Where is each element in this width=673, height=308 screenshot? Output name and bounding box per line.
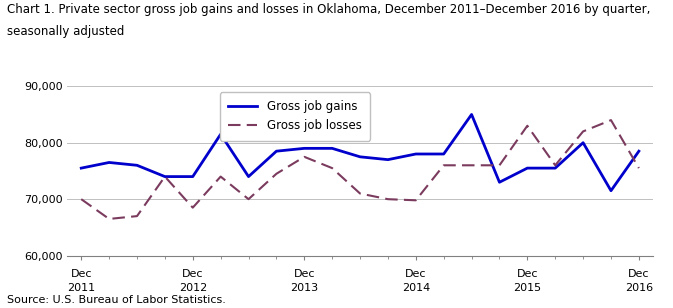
Gross job losses	[188, 206, 197, 209]
Gross job gains	[133, 164, 141, 167]
Gross job losses	[524, 124, 532, 128]
Gross job losses	[77, 197, 85, 201]
Text: 2012: 2012	[178, 283, 207, 293]
Text: Dec: Dec	[71, 269, 92, 279]
Line: Gross job gains: Gross job gains	[81, 115, 639, 191]
Gross job gains	[384, 158, 392, 161]
Gross job gains	[635, 149, 643, 153]
Gross job gains	[105, 160, 113, 164]
Gross job losses	[328, 166, 336, 170]
Text: 2011: 2011	[67, 283, 96, 293]
Text: Chart 1. Private sector gross job gains and losses in Oklahoma, December 2011–De: Chart 1. Private sector gross job gains …	[7, 3, 650, 16]
Text: 2015: 2015	[513, 283, 541, 293]
Gross job losses	[579, 130, 587, 133]
Gross job gains	[273, 149, 281, 153]
Gross job gains	[356, 155, 364, 159]
Gross job gains	[217, 132, 225, 136]
Gross job gains	[412, 152, 420, 156]
Gross job losses	[495, 164, 503, 167]
Gross job gains	[607, 189, 615, 192]
Gross job gains	[495, 180, 503, 184]
Text: 2014: 2014	[402, 283, 430, 293]
Gross job gains	[161, 175, 169, 178]
Gross job losses	[607, 118, 615, 122]
Text: Dec: Dec	[293, 269, 315, 279]
Text: Dec: Dec	[628, 269, 649, 279]
Gross job losses	[105, 217, 113, 221]
Gross job losses	[273, 172, 281, 176]
Gross job losses	[412, 198, 420, 202]
Legend: Gross job gains, Gross job losses: Gross job gains, Gross job losses	[219, 92, 370, 140]
Gross job losses	[635, 166, 643, 170]
Gross job losses	[133, 214, 141, 218]
Text: Dec: Dec	[405, 269, 427, 279]
Gross job gains	[439, 152, 448, 156]
Gross job gains	[244, 175, 252, 178]
Gross job gains	[524, 166, 532, 170]
Line: Gross job losses: Gross job losses	[81, 120, 639, 219]
Text: 2013: 2013	[290, 283, 318, 293]
Gross job losses	[217, 175, 225, 178]
Text: seasonally adjusted: seasonally adjusted	[7, 25, 124, 38]
Text: Dec: Dec	[517, 269, 538, 279]
Gross job losses	[439, 164, 448, 167]
Gross job losses	[356, 192, 364, 195]
Text: 2016: 2016	[625, 283, 653, 293]
Gross job gains	[579, 141, 587, 144]
Gross job losses	[551, 164, 559, 167]
Text: Source: U.S. Bureau of Labor Statistics.: Source: U.S. Bureau of Labor Statistics.	[7, 295, 225, 305]
Gross job losses	[384, 197, 392, 201]
Gross job gains	[188, 175, 197, 178]
Gross job gains	[300, 147, 308, 150]
Gross job gains	[77, 166, 85, 170]
Gross job losses	[244, 197, 252, 201]
Text: Dec: Dec	[182, 269, 203, 279]
Gross job losses	[161, 175, 169, 178]
Gross job losses	[468, 164, 476, 167]
Gross job gains	[468, 113, 476, 116]
Gross job gains	[328, 147, 336, 150]
Gross job gains	[551, 166, 559, 170]
Gross job losses	[300, 155, 308, 159]
